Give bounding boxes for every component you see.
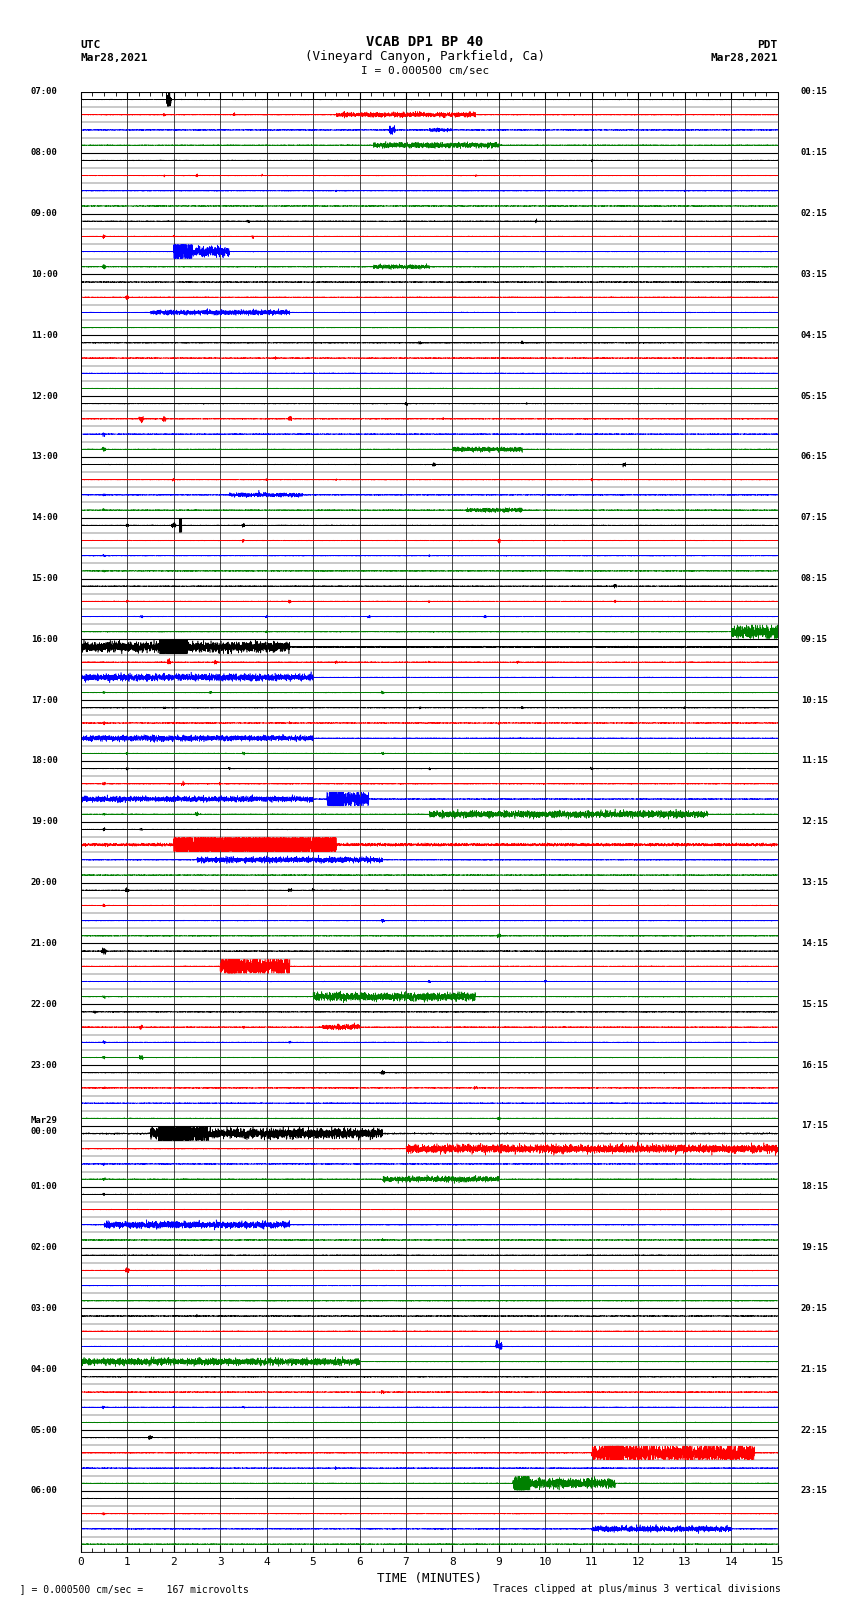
Text: (Vineyard Canyon, Parkfield, Ca): (Vineyard Canyon, Parkfield, Ca) [305,50,545,63]
Text: Mar28,2021: Mar28,2021 [711,53,778,63]
Text: 23:00: 23:00 [31,1061,58,1069]
Text: 02:00: 02:00 [31,1244,58,1252]
Text: 01:00: 01:00 [31,1182,58,1192]
Text: 22:00: 22:00 [31,1000,58,1008]
Text: 01:15: 01:15 [801,148,828,156]
Text: 09:00: 09:00 [31,210,58,218]
Text: 10:15: 10:15 [801,695,828,705]
Text: 18:00: 18:00 [31,756,58,766]
Text: VCAB DP1 BP 40: VCAB DP1 BP 40 [366,35,484,50]
Text: 11:15: 11:15 [801,756,828,766]
Text: 14:15: 14:15 [801,939,828,948]
Text: 13:00: 13:00 [31,452,58,461]
Text: 15:15: 15:15 [801,1000,828,1008]
Text: 19:15: 19:15 [801,1244,828,1252]
Text: 08:00: 08:00 [31,148,58,156]
Text: I = 0.000500 cm/sec: I = 0.000500 cm/sec [361,66,489,76]
Text: 18:15: 18:15 [801,1182,828,1192]
Text: 00:15: 00:15 [801,87,828,97]
Text: Traces clipped at plus/minus 3 vertical divisions: Traces clipped at plus/minus 3 vertical … [493,1584,781,1594]
Text: 05:15: 05:15 [801,392,828,400]
Text: 16:00: 16:00 [31,636,58,644]
Text: 07:15: 07:15 [801,513,828,523]
Text: 14:00: 14:00 [31,513,58,523]
Text: 03:00: 03:00 [31,1303,58,1313]
Text: 20:15: 20:15 [801,1303,828,1313]
Text: 02:15: 02:15 [801,210,828,218]
Text: 17:15: 17:15 [801,1121,828,1131]
Text: 08:15: 08:15 [801,574,828,582]
Text: 21:15: 21:15 [801,1365,828,1374]
Text: 17:00: 17:00 [31,695,58,705]
Text: 05:00: 05:00 [31,1426,58,1434]
Text: 12:00: 12:00 [31,392,58,400]
Text: 06:15: 06:15 [801,452,828,461]
Text: 19:00: 19:00 [31,818,58,826]
Text: UTC: UTC [81,40,101,50]
Text: PDT: PDT [757,40,778,50]
Text: ] = 0.000500 cm/sec =    167 microvolts: ] = 0.000500 cm/sec = 167 microvolts [8,1584,249,1594]
Text: Mar28,2021: Mar28,2021 [81,53,148,63]
Text: 16:15: 16:15 [801,1061,828,1069]
Text: 21:00: 21:00 [31,939,58,948]
Text: 23:15: 23:15 [801,1487,828,1495]
Text: 04:00: 04:00 [31,1365,58,1374]
Text: 11:00: 11:00 [31,331,58,340]
Text: 04:15: 04:15 [801,331,828,340]
Text: 09:15: 09:15 [801,636,828,644]
Text: 06:00: 06:00 [31,1487,58,1495]
Text: 03:15: 03:15 [801,269,828,279]
Text: 13:15: 13:15 [801,877,828,887]
X-axis label: TIME (MINUTES): TIME (MINUTES) [377,1573,482,1586]
Text: 20:00: 20:00 [31,877,58,887]
Text: 12:15: 12:15 [801,818,828,826]
Text: Mar29
00:00: Mar29 00:00 [31,1116,58,1136]
Text: 07:00: 07:00 [31,87,58,97]
Text: 22:15: 22:15 [801,1426,828,1434]
Text: 15:00: 15:00 [31,574,58,582]
Text: 10:00: 10:00 [31,269,58,279]
